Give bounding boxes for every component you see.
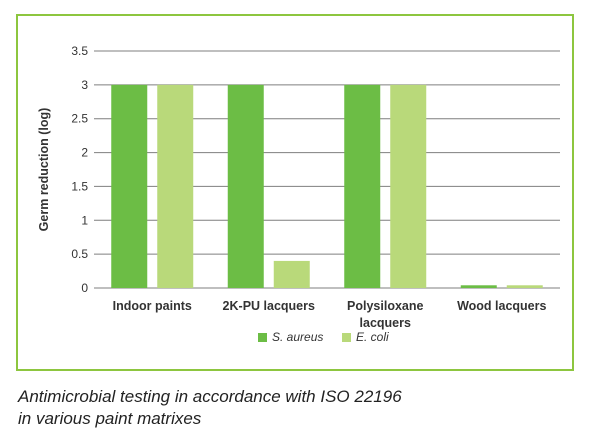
y-tick-labels: 0 0.5 1 1.5 2 2.5 3 3.5 [71, 44, 88, 295]
y-axis-title: Germ reduction (log) [37, 108, 51, 232]
bar-chart: 0 0.5 1 1.5 2 2.5 3 3.5 Indoor paints 2K-PU lacq… [37, 44, 560, 344]
y-tick-label: 3 [81, 78, 88, 92]
category-label: Polysiloxane [347, 299, 423, 313]
legend: S. aureus E. coli [258, 330, 389, 344]
y-tick-label: 3.5 [71, 44, 88, 58]
bar [460, 285, 497, 288]
category-label: 2K-PU lacquers [223, 299, 315, 313]
category-labels: Indoor paints 2K-PU lacquers Polysiloxane l… [113, 299, 547, 330]
caption-line-2: in various paint matrixes [18, 409, 202, 428]
figure-caption: Antimicrobial testing in accordance with… [18, 386, 578, 430]
caption-line-1: Antimicrobial testing in accordance with… [18, 387, 402, 406]
bar [273, 260, 310, 288]
bar [506, 285, 543, 288]
y-tick-label: 1 [81, 213, 88, 227]
y-tick-label: 0 [81, 281, 88, 295]
category-label: lacquers [360, 316, 411, 330]
y-tick-label: 0.5 [71, 247, 88, 261]
legend-swatch [258, 333, 267, 342]
bar [390, 84, 427, 288]
legend-label: S. aureus [272, 330, 323, 344]
bar [111, 84, 148, 288]
y-tick-label: 2.5 [71, 112, 88, 126]
chart-frame: 0 0.5 1 1.5 2 2.5 3 3.5 Indoor paints 2K-PU lacq… [16, 14, 574, 371]
category-label: Indoor paints [113, 299, 192, 313]
legend-label: E. coli [356, 330, 389, 344]
y-tick-label: 1.5 [71, 179, 88, 193]
legend-swatch [342, 333, 351, 342]
bars [111, 84, 543, 288]
y-tick-label: 2 [81, 146, 88, 160]
bar [157, 84, 194, 288]
bar [344, 84, 381, 288]
category-label: Wood lacquers [457, 299, 546, 313]
bar [227, 84, 264, 288]
